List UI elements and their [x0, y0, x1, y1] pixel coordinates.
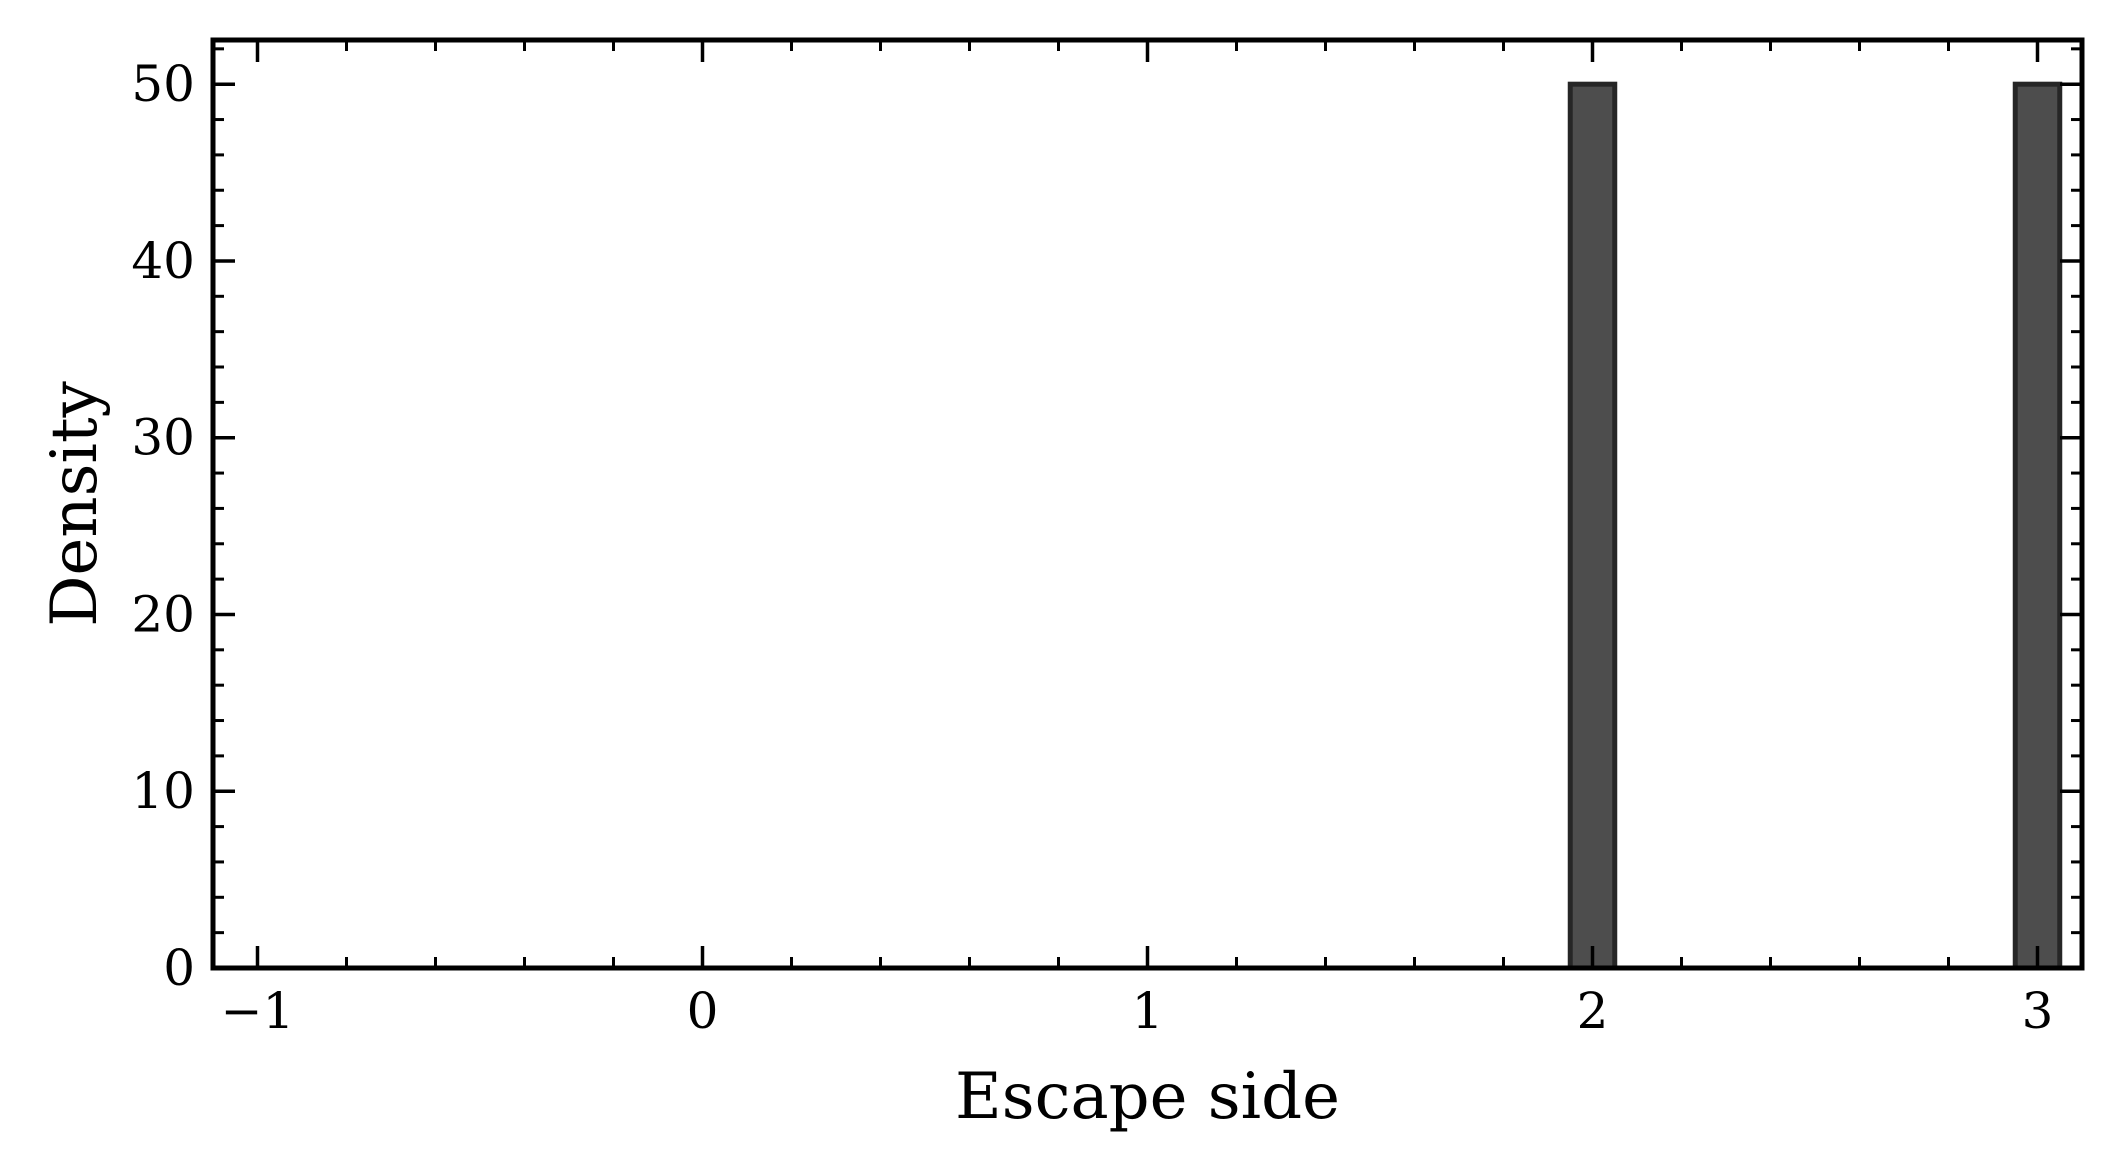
y-tick-label: 30 [131, 409, 195, 467]
y-tick-label: 50 [131, 55, 195, 113]
x-axis-label: Escape side [955, 1060, 1340, 1134]
x-tick-label: 3 [2022, 982, 2054, 1040]
x-tick-label: 2 [1577, 982, 1609, 1040]
y-tick-label: 0 [163, 939, 195, 997]
x-tick-label: −1 [221, 982, 295, 1040]
y-tick-label: 20 [131, 585, 195, 643]
axes-frame [210, 37, 2085, 971]
histogram-bar [1567, 81, 1618, 971]
axis-ticks [213, 40, 2082, 970]
histogram-bar [2012, 81, 2063, 971]
plot-area [1567, 81, 2063, 971]
x-tick-label: 0 [687, 982, 719, 1040]
y-tick-label: 40 [131, 232, 195, 290]
y-axis-label: Density [38, 381, 112, 627]
x-tick-label: 1 [1132, 982, 1164, 1040]
y-tick-label: 10 [131, 762, 195, 820]
